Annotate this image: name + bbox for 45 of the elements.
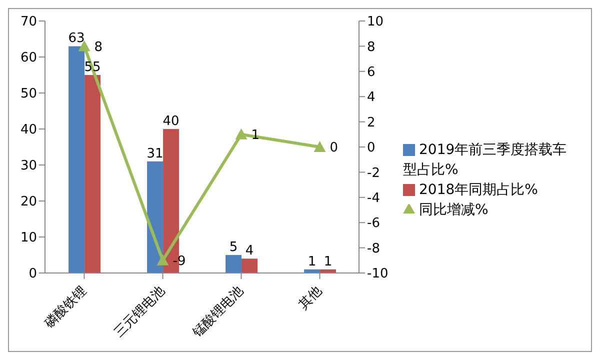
bar <box>242 258 258 273</box>
x-tick-label: 磷酸铁锂 <box>42 284 90 332</box>
data-label: 1 <box>251 128 260 144</box>
y2-tick-label: -2 <box>367 166 380 181</box>
y2-tick-label: -10 <box>367 266 388 282</box>
data-label: 1 <box>324 254 332 270</box>
bar <box>147 161 164 273</box>
y2-tick-label: -6 <box>367 216 380 232</box>
data-label: 1 <box>308 254 316 270</box>
y-tick-label: 70 <box>20 14 37 30</box>
data-label: 63 <box>68 31 85 46</box>
bar <box>84 75 101 273</box>
point <box>314 141 326 152</box>
y2-tick-label: 8 <box>367 40 376 55</box>
point <box>235 128 248 140</box>
data-label: 0 <box>330 140 338 156</box>
y-tick-label: 30 <box>20 158 37 174</box>
y-tick-label: 0 <box>28 266 37 282</box>
y2-tick-label: 0 <box>367 140 376 156</box>
y-tick-label: 60 <box>20 50 37 66</box>
bar <box>226 255 242 273</box>
y2-tick-label: 10 <box>367 14 384 30</box>
y2-tick-label: 2 <box>367 115 376 130</box>
y2-tick-label: -8 <box>367 241 380 256</box>
data-label: -9 <box>172 254 186 270</box>
legend-label: 同比增减% <box>419 202 488 218</box>
x-tick-label: 其他 <box>296 284 326 313</box>
point <box>156 254 169 266</box>
data-label: 5 <box>229 240 238 255</box>
y2-tick-label: 6 <box>367 65 376 80</box>
x-tick-label: 三元锂电池 <box>112 284 168 340</box>
data-label: 4 <box>245 244 254 259</box>
legend-label: 2019年前三季度搭载车型占比% <box>403 142 567 178</box>
y-tick-label: 40 <box>20 122 37 138</box>
data-label: 8 <box>94 40 103 55</box>
y2-tick-label: 4 <box>367 90 376 106</box>
bar <box>68 46 85 273</box>
legend-label: 2018年同期占比% <box>419 182 538 198</box>
y-tick-label: 50 <box>20 86 37 102</box>
y2-tick-label: -4 <box>367 191 380 206</box>
y-tick-label: 20 <box>20 194 37 210</box>
data-label: 31 <box>146 146 164 162</box>
data-label: 40 <box>162 114 180 129</box>
x-tick-label: 锰酸锂电池 <box>189 284 247 342</box>
y-tick-label: 10 <box>20 230 37 246</box>
